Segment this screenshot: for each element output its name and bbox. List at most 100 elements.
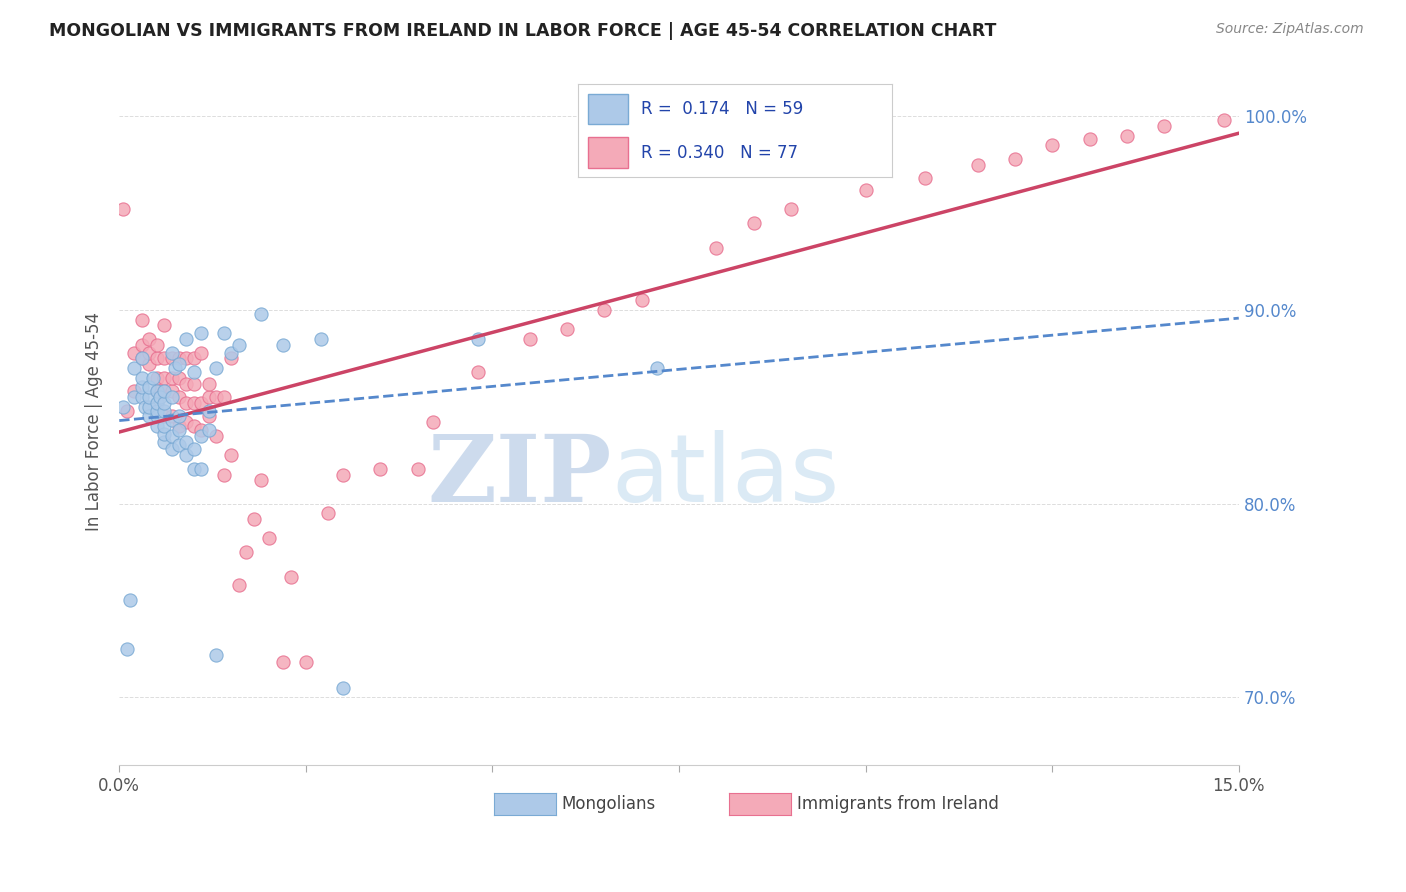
- Point: [115, 403, 138, 417]
- Point: [273, 656, 295, 670]
- Point: [1115, 128, 1137, 143]
- Point: [145, 403, 167, 417]
- Point: [145, 409, 167, 424]
- Point: [198, 409, 221, 424]
- Point: [122, 384, 145, 399]
- Y-axis label: In Labor Force | Age 45-54: In Labor Force | Age 45-54: [86, 312, 103, 531]
- Point: [165, 361, 187, 376]
- Point: [122, 345, 145, 359]
- Point: [914, 171, 936, 186]
- Point: [176, 376, 198, 391]
- Point: [205, 429, 228, 443]
- Point: [190, 345, 212, 359]
- Point: [145, 396, 167, 410]
- Point: [145, 384, 167, 399]
- Point: [138, 357, 160, 371]
- Point: [145, 351, 167, 366]
- Point: [212, 326, 235, 340]
- Point: [145, 419, 167, 434]
- Point: [160, 345, 183, 359]
- Point: [176, 351, 198, 366]
- Point: [205, 648, 228, 662]
- Point: [149, 390, 172, 404]
- Point: [198, 390, 221, 404]
- Point: [153, 318, 176, 333]
- Point: [316, 506, 339, 520]
- Point: [332, 467, 354, 482]
- Point: [122, 361, 145, 376]
- Point: [160, 413, 183, 427]
- Point: [153, 384, 176, 399]
- Point: [138, 332, 160, 346]
- Point: [1212, 113, 1234, 128]
- Point: [131, 390, 153, 404]
- Point: [111, 202, 134, 216]
- Point: [190, 423, 212, 437]
- Point: [190, 461, 212, 475]
- Point: [134, 400, 156, 414]
- Point: [122, 390, 145, 404]
- Point: [257, 532, 280, 546]
- Point: [190, 429, 212, 443]
- Point: [1153, 119, 1175, 133]
- Point: [406, 461, 429, 475]
- Point: [153, 419, 176, 434]
- Point: [120, 593, 142, 607]
- Point: [219, 448, 242, 462]
- Point: [198, 403, 221, 417]
- Point: [422, 415, 444, 429]
- Point: [332, 681, 354, 695]
- Point: [138, 409, 160, 424]
- Point: [228, 338, 250, 352]
- Point: [145, 338, 167, 352]
- Point: [593, 302, 616, 317]
- Point: [131, 370, 153, 384]
- Point: [309, 332, 332, 346]
- Point: [145, 370, 167, 384]
- Point: [467, 365, 489, 379]
- Point: [280, 570, 302, 584]
- Point: [153, 351, 176, 366]
- Point: [167, 351, 190, 366]
- Point: [176, 415, 198, 429]
- Point: [153, 409, 176, 424]
- Point: [138, 380, 160, 394]
- Point: [160, 442, 183, 457]
- Point: [111, 400, 134, 414]
- Point: [160, 409, 183, 424]
- Point: [250, 474, 273, 488]
- Point: [1040, 138, 1063, 153]
- Point: [167, 423, 190, 437]
- Point: [219, 345, 242, 359]
- Point: [138, 345, 160, 359]
- Point: [167, 409, 190, 424]
- Point: [198, 376, 221, 391]
- Text: Immigrants from Ireland: Immigrants from Ireland: [797, 795, 998, 813]
- Point: [153, 396, 176, 410]
- Point: [167, 419, 190, 434]
- Point: [131, 351, 153, 366]
- Point: [153, 434, 176, 449]
- Point: [190, 396, 212, 410]
- Text: atlas: atlas: [612, 430, 841, 523]
- Text: MONGOLIAN VS IMMIGRANTS FROM IRELAND IN LABOR FORCE | AGE 45-54 CORRELATION CHAR: MONGOLIAN VS IMMIGRANTS FROM IRELAND IN …: [49, 22, 997, 40]
- Point: [295, 656, 318, 670]
- Point: [115, 641, 138, 656]
- Point: [1078, 132, 1101, 146]
- Point: [167, 438, 190, 452]
- Point: [212, 390, 235, 404]
- Point: [176, 448, 198, 462]
- Point: [167, 370, 190, 384]
- Point: [153, 426, 176, 441]
- Point: [242, 512, 264, 526]
- Point: [160, 429, 183, 443]
- Point: [160, 390, 183, 404]
- Point: [219, 351, 242, 366]
- Point: [205, 390, 228, 404]
- Point: [183, 442, 205, 457]
- Point: [176, 434, 198, 449]
- Text: Source: ZipAtlas.com: Source: ZipAtlas.com: [1216, 22, 1364, 37]
- Point: [630, 293, 652, 308]
- Point: [153, 403, 176, 417]
- Point: [855, 183, 877, 197]
